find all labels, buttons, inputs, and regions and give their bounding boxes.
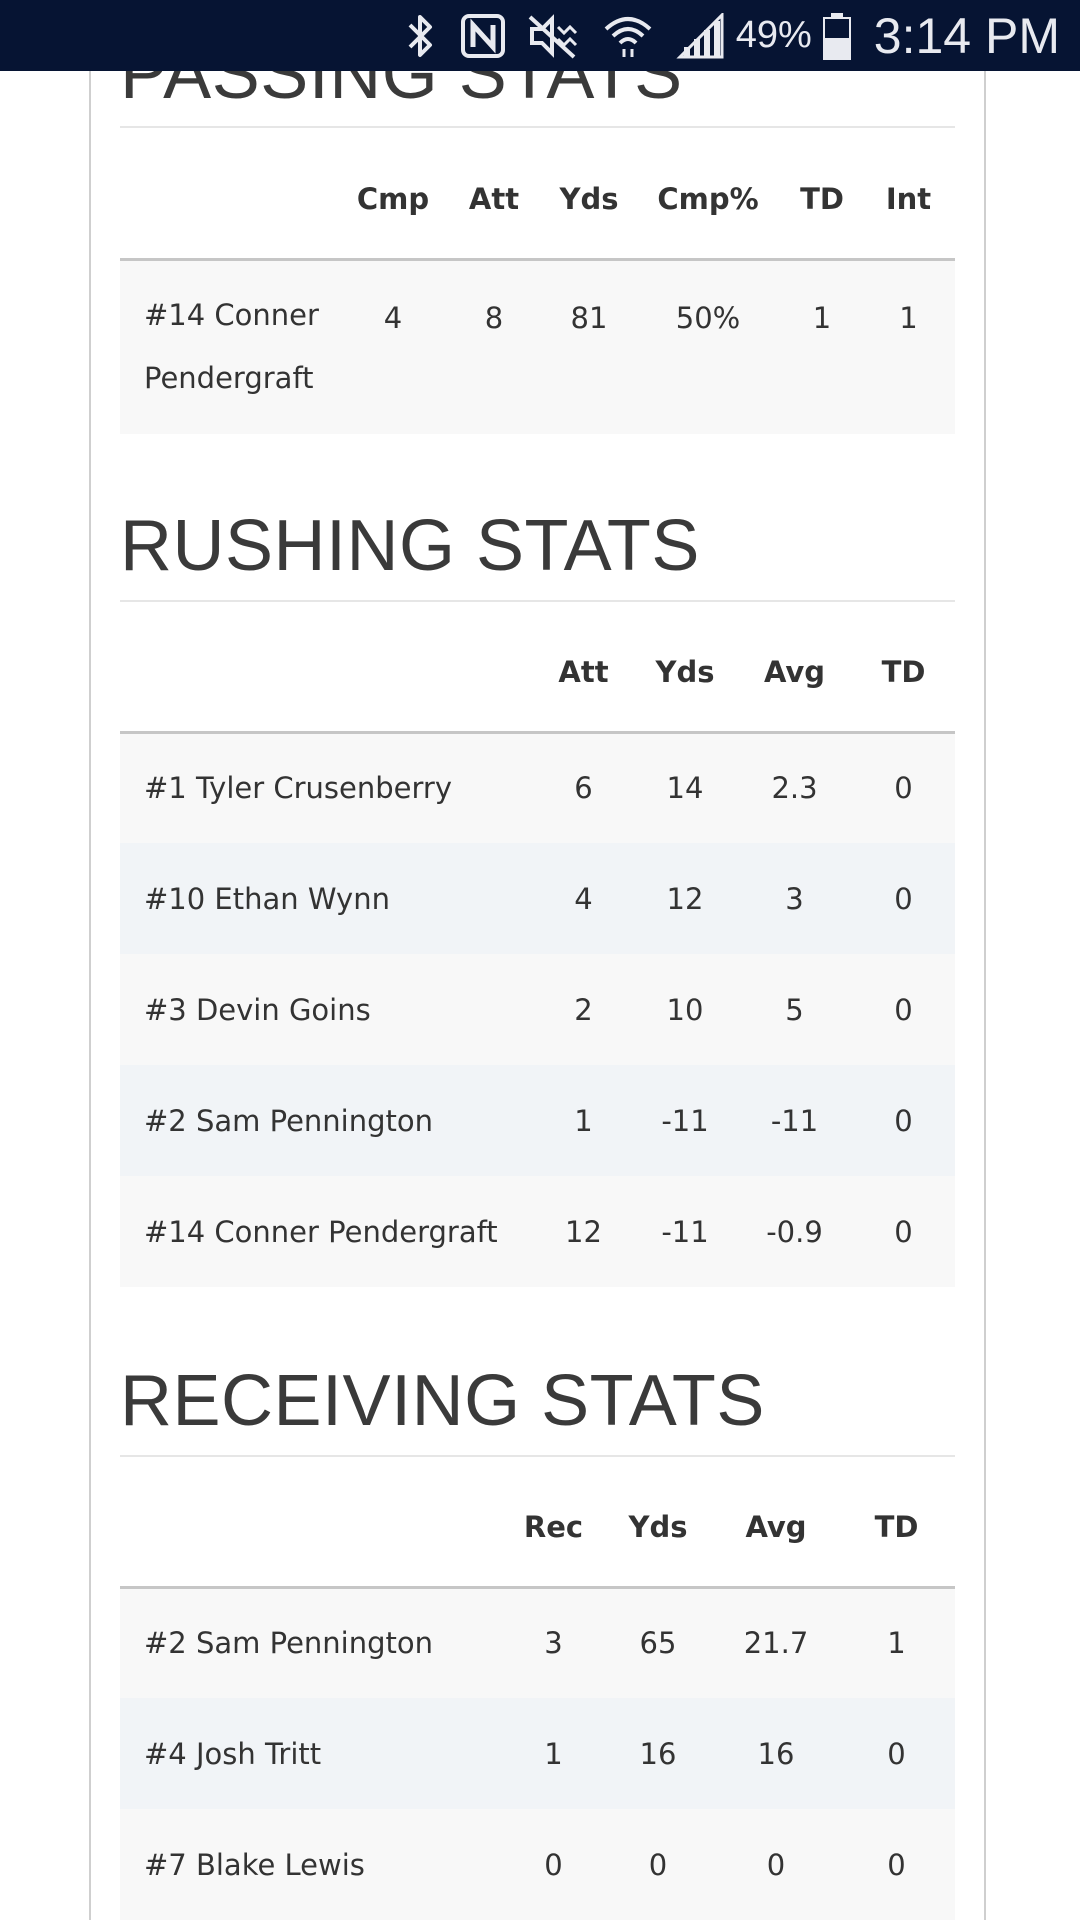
- passing-title-rule: [120, 126, 955, 128]
- stat-cell: 1: [505, 1698, 602, 1809]
- column-header: Yds: [602, 1469, 714, 1589]
- column-header: Yds: [544, 141, 634, 261]
- player-name: #14 Conner Pendergraft: [120, 1176, 534, 1287]
- rushing-title-rule: [120, 600, 955, 602]
- stat-cell: 4: [534, 843, 633, 954]
- column-header: Cmp: [342, 141, 444, 261]
- column-header: Avg: [737, 614, 852, 734]
- nfc-icon: [460, 13, 506, 59]
- stat-cell: 1: [534, 1065, 633, 1176]
- receiving-title-rule: [120, 1455, 955, 1457]
- column-header: Rec: [505, 1469, 602, 1589]
- player-name: #3 Devin Goins: [120, 954, 534, 1065]
- stat-cell: 3: [737, 843, 852, 954]
- stat-cell: 3: [505, 1587, 602, 1698]
- table-row: #1 Tyler Crusenberry 6 14 2.3 0: [120, 732, 955, 843]
- stat-cell: 2: [534, 954, 633, 1065]
- table-row: #7 Blake Lewis 0 0 0 0: [120, 1809, 955, 1920]
- rushing-stats-table: Att Yds Avg TD #1 Tyler Crusenberry 6 14…: [120, 614, 955, 1287]
- stat-cell: 0: [852, 1065, 955, 1176]
- player-name: #7 Blake Lewis: [120, 1809, 505, 1920]
- stat-cell: 2.3: [737, 732, 852, 843]
- player-name: #2 Sam Pennington: [120, 1587, 505, 1698]
- bluetooth-icon: [404, 13, 438, 59]
- stat-cell: 0: [852, 843, 955, 954]
- player-name: #2 Sam Pennington: [120, 1065, 534, 1176]
- stat-cell: -11: [633, 1176, 737, 1287]
- stat-cell: 5: [737, 954, 852, 1065]
- player-name: #4 Josh Tritt: [120, 1698, 505, 1809]
- stat-cell: 6: [534, 732, 633, 843]
- stat-cell: 65: [602, 1587, 714, 1698]
- table-header-row: Rec Yds Avg TD: [120, 1469, 955, 1589]
- table-row: #4 Josh Tritt 1 16 16 0: [120, 1698, 955, 1809]
- player-name: #10 Ethan Wynn: [120, 843, 534, 954]
- stat-cell: 0: [505, 1809, 602, 1920]
- stat-cell: 1: [782, 259, 862, 434]
- battery-percent: 49%: [735, 14, 812, 56]
- column-header: Avg: [714, 1469, 838, 1589]
- receiving-stats-title: RECEIVING STATS: [120, 1361, 765, 1441]
- stat-cell: 4: [342, 259, 444, 434]
- stat-cell: 50%: [634, 259, 782, 434]
- table-row: #14 Conner Pendergraft 4 8 81 50% 1 1: [120, 259, 955, 434]
- stat-cell: -11: [633, 1065, 737, 1176]
- stat-cell: 16: [714, 1698, 838, 1809]
- rushing-stats-title: RUSHING STATS: [120, 506, 700, 586]
- stat-cell: 21.7: [714, 1587, 838, 1698]
- passing-stats-table: Cmp Att Yds Cmp% TD Int #14 Conner Pender…: [120, 141, 955, 434]
- clock: 3:14 PM: [873, 7, 1060, 64]
- column-header: Cmp%: [634, 141, 782, 261]
- signal-icon: [676, 12, 726, 59]
- column-header: TD: [852, 614, 955, 734]
- table-row: #14 Conner Pendergraft 12 -11 -0.9 0: [120, 1176, 955, 1287]
- stat-cell: 12: [633, 843, 737, 954]
- stat-cell: 0: [602, 1809, 714, 1920]
- stat-cell: 8: [444, 259, 544, 434]
- table-header-row: Att Yds Avg TD: [120, 614, 955, 734]
- column-header: Yds: [633, 614, 737, 734]
- receiving-stats-table: Rec Yds Avg TD #2 Sam Pennington 3 65 21…: [120, 1469, 955, 1920]
- wifi-icon: [602, 13, 654, 59]
- column-header: Int: [862, 141, 955, 261]
- column-header: [120, 141, 342, 261]
- battery-icon: [822, 12, 852, 60]
- column-header: [120, 614, 534, 734]
- column-header: Att: [444, 141, 544, 261]
- stat-cell: 0: [714, 1809, 838, 1920]
- column-header: TD: [782, 141, 862, 261]
- column-header: Att: [534, 614, 633, 734]
- status-bar: 49% 3:14 PM: [0, 0, 1080, 71]
- table-row: #3 Devin Goins 2 10 5 0: [120, 954, 955, 1065]
- table-header-row: Cmp Att Yds Cmp% TD Int: [120, 141, 955, 261]
- stat-cell: -0.9: [737, 1176, 852, 1287]
- stat-cell: 0: [838, 1809, 955, 1920]
- stat-cell: 0: [852, 732, 955, 843]
- stat-cell: 0: [838, 1698, 955, 1809]
- stat-cell: 1: [838, 1587, 955, 1698]
- stat-cell: 10: [633, 954, 737, 1065]
- table-row: #2 Sam Pennington 3 65 21.7 1: [120, 1587, 955, 1698]
- stat-cell: -11: [737, 1065, 852, 1176]
- stat-cell: 14: [633, 732, 737, 843]
- player-name: #1 Tyler Crusenberry: [120, 732, 534, 843]
- stat-cell: 0: [852, 1176, 955, 1287]
- stat-cell: 0: [852, 954, 955, 1065]
- player-name: #14 Conner Pendergraft: [120, 259, 342, 434]
- table-row: #2 Sam Pennington 1 -11 -11 0: [120, 1065, 955, 1176]
- column-header: [120, 1469, 505, 1589]
- stat-cell: 81: [544, 259, 634, 434]
- stat-cell: 16: [602, 1698, 714, 1809]
- column-header: TD: [838, 1469, 955, 1589]
- table-row: #10 Ethan Wynn 4 12 3 0: [120, 843, 955, 954]
- stat-cell: 1: [862, 259, 955, 434]
- stat-cell: 12: [534, 1176, 633, 1287]
- mute-icon: [528, 13, 580, 59]
